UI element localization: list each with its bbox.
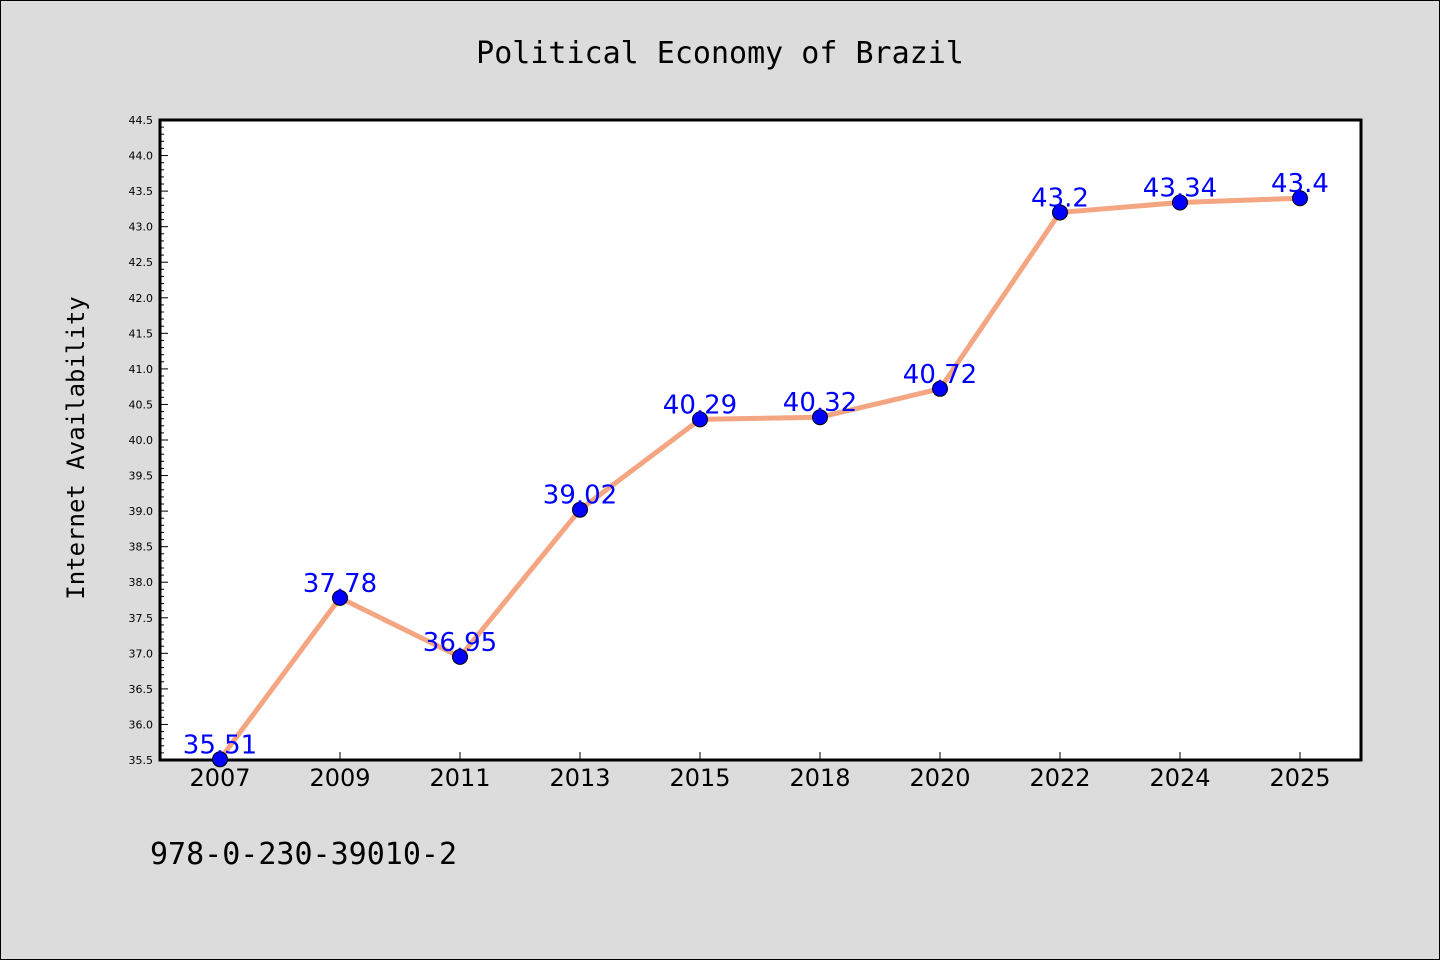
y-tick-label: 40.5 — [129, 398, 154, 411]
y-tick-label: 37.0 — [129, 647, 154, 660]
data-label: 43.2 — [1031, 183, 1089, 213]
x-tick-label: 2024 — [1149, 764, 1210, 792]
x-tick-label: 2013 — [549, 764, 610, 792]
y-tick-label: 35.5 — [129, 754, 154, 767]
y-tick-label: 39.0 — [129, 505, 154, 518]
data-point — [692, 411, 708, 428]
y-tick-label: 44.5 — [129, 114, 154, 127]
data-point — [332, 589, 348, 606]
data-label: 39.02 — [543, 481, 617, 511]
y-tick-label: 43.5 — [129, 185, 154, 198]
isbn-footer: 978-0-230-39010-2 — [150, 837, 457, 872]
y-tick-label: 37.5 — [129, 612, 154, 625]
data-point — [1172, 194, 1188, 211]
data-label: 43.4 — [1271, 169, 1329, 199]
y-tick-label: 36.0 — [129, 718, 154, 731]
data-label: 40.72 — [903, 360, 977, 390]
y-tick-label: 39.5 — [129, 470, 154, 483]
data-label: 40.32 — [783, 388, 857, 418]
chart-title: Political Economy of Brazil — [476, 36, 964, 71]
x-tick-label: 2009 — [309, 764, 370, 792]
data-point — [932, 380, 948, 397]
y-tick-label: 38.0 — [129, 576, 154, 589]
x-tick-label: 2011 — [429, 764, 490, 792]
x-tick-label: 2025 — [1269, 764, 1330, 792]
series-line — [217, 195, 1301, 761]
data-label: 37.78 — [303, 569, 377, 599]
data-point — [452, 648, 468, 665]
axis-ticks: 35.5 36.0 36.5 37.0 37.5 38.0 38.5 39.0 39.5 40.0… — [129, 114, 1331, 792]
y-tick-label: 38.5 — [129, 541, 154, 554]
y-tick-label: 44.0 — [129, 150, 154, 163]
data-label: 36.95 — [423, 628, 497, 658]
y-tick-label: 42.0 — [129, 292, 154, 305]
y-tick-label: 41.5 — [129, 327, 154, 340]
data-label: 43.34 — [1143, 173, 1217, 203]
x-tick-label: 2018 — [789, 764, 850, 792]
data-points-group: 35.51 37.78 36.95 39.02 40.29 40.32 40.72 43.2 4… — [183, 169, 1329, 768]
data-point — [1292, 190, 1308, 207]
data-label: 40.29 — [663, 390, 737, 420]
plot-area — [158, 118, 1363, 762]
y-tick-label: 43.0 — [129, 221, 154, 234]
y-tick-label: 40.0 — [129, 434, 154, 447]
data-point — [572, 501, 588, 518]
x-tick-label: 2007 — [189, 764, 250, 792]
data-label: 35.51 — [183, 730, 257, 760]
y-tick-label: 42.5 — [129, 256, 154, 269]
y-tick-label: 36.5 — [129, 683, 154, 696]
data-point — [212, 751, 228, 768]
data-point — [812, 409, 828, 426]
data-point — [1052, 204, 1068, 221]
x-tick-label: 2015 — [669, 764, 730, 792]
y-axis-label: Internet Availability — [62, 296, 90, 599]
x-tick-label: 2020 — [909, 764, 970, 792]
series-line-group — [217, 195, 1301, 761]
x-tick-label: 2022 — [1029, 764, 1090, 792]
y-tick-label: 41.0 — [129, 363, 154, 376]
